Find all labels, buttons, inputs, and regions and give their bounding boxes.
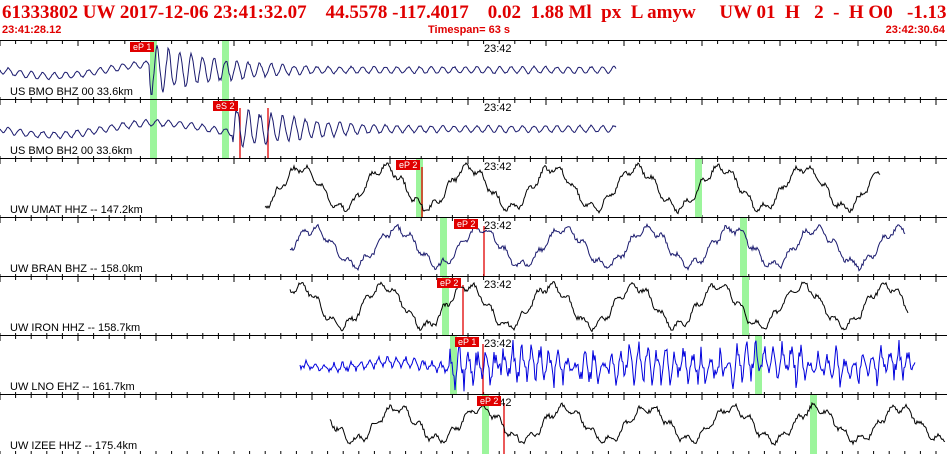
phase-window-marker[interactable] [450,336,457,395]
trace-panel[interactable]: 23:42 eP 1 UW LNO EHZ -- 161.7km [0,335,947,395]
waveform-trace [289,281,909,333]
phase-pick-flag[interactable]: eS 2 [213,101,238,111]
phase-pick-flag[interactable]: eP 2 [437,278,462,288]
phase-pick-flag[interactable]: eP 2 [477,396,502,406]
minute-marker-label: 23:42 [484,279,512,291]
timespan-label: Timespan= 63 s [428,24,511,36]
phase-window-marker[interactable] [482,395,489,454]
waveform-trace [289,222,906,272]
phase-pick-flag[interactable]: eP 1 [455,337,480,347]
phase-window-marker[interactable] [150,100,157,159]
channel-label: UW LNO EHZ -- 161.7km [10,381,135,393]
waveform-trace [0,109,617,149]
phase-window-marker[interactable] [740,218,747,277]
waveform-svg [0,395,946,454]
minute-marker-label: 23:42 [484,43,512,55]
phase-window-marker[interactable] [416,159,423,218]
end-time: 23:42:30.64 [885,24,945,36]
waveform-trace [0,45,617,96]
waveform-svg [0,100,937,159]
channel-label: UW BRAN BHZ -- 158.0km [10,263,143,275]
header-bar: 61333802 UW 2017-12-06 23:41:32.07 44.55… [0,0,947,40]
phase-window-marker[interactable] [150,41,157,100]
channel-label: US BMO BHZ 00 33.6km [10,86,133,98]
phase-window-marker[interactable] [222,41,229,100]
phase-window-marker[interactable] [810,395,817,454]
trace-panel[interactable]: 23:42 eP 2 UW UMAT HHZ -- 147.2km [0,158,947,218]
waveform-svg [0,336,937,395]
phase-pick-flag[interactable]: eP 1 [130,42,155,52]
waveform-trace [299,339,916,392]
channel-label: US BMO BH2 00 33.6km [10,145,133,157]
phase-pick-flag[interactable]: eP 2 [454,219,479,229]
minute-marker-label: 23:42 [484,102,512,114]
start-time: 23:41:28.12 [2,24,62,36]
minute-marker-label: 23:42 [484,220,512,232]
trace-panel[interactable]: 23:42 eP 1 US BMO BHZ 00 33.6km [0,40,947,100]
trace-panel[interactable]: 23:42 eS 2 US BMO BH2 00 33.6km [0,99,947,159]
event-title: 61333802 UW 2017-12-06 23:41:32.07 44.55… [2,2,947,23]
channel-label: UW IZEE HHZ -- 175.4km [10,440,138,452]
waveform-trace [329,401,946,446]
waveform-trace [264,162,881,215]
channel-label: UW IRON HHZ -- 158.7km [10,322,141,334]
phase-window-marker[interactable] [742,277,749,336]
phase-pick-flag[interactable]: eP 2 [396,160,421,170]
trace-panel[interactable]: 23:42 eP 2 UW IRON HHZ -- 158.7km [0,276,947,336]
channel-label: UW UMAT HHZ -- 147.2km [10,204,143,216]
phase-window-marker[interactable] [440,218,447,277]
trace-panel[interactable]: 23:42 eP 2 UW BRAN BHZ -- 158.0km [0,217,947,277]
minute-marker-label: 23:42 [484,161,512,173]
waveform-svg [0,277,937,336]
minute-marker-label: 23:42 [484,338,512,350]
phase-window-marker[interactable] [442,277,449,336]
